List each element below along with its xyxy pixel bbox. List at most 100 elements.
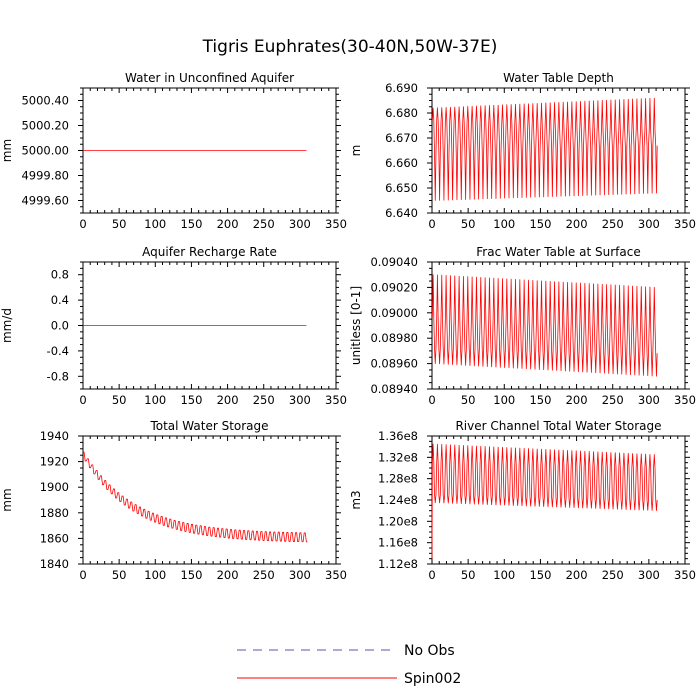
- x-tick-label: 150: [529, 568, 551, 582]
- plot-frame: [431, 261, 686, 390]
- y-tick-label: 0.4: [51, 293, 69, 307]
- panel-2: Water Table Depth m 0 50 100 150 200 250 300 350 6…: [349, 71, 696, 231]
- x-tick-label: 50: [112, 568, 127, 582]
- y-tick-label: 1860: [40, 531, 69, 545]
- x-tick-label: 100: [493, 568, 515, 582]
- y-tick-label: 0.0: [51, 319, 69, 333]
- x-tick-label: 100: [493, 393, 515, 407]
- y-axis-label: unitless [0-1]: [349, 286, 363, 365]
- x-tick-label: 350: [674, 217, 696, 231]
- panel-title: Water in Unconfined Aquifer: [125, 71, 294, 85]
- y-axis-label: m3: [349, 490, 363, 509]
- panel-title: Water Table Depth: [503, 71, 614, 85]
- x-tick-label: 300: [638, 568, 660, 582]
- y-tick-label: 5000.20: [21, 119, 69, 133]
- x-tick-label: 350: [325, 568, 347, 582]
- y-tick-label: 4999.80: [21, 169, 69, 183]
- x-tick-label: 100: [144, 568, 166, 582]
- x-tick-label: 0: [79, 217, 86, 231]
- x-tick-label: 0: [79, 568, 86, 582]
- figure-title: Tigris Euphrates(30-40N,50W-37E): [202, 37, 498, 57]
- x-tick-label: 250: [253, 393, 275, 407]
- y-tick-label: 1.12e8: [378, 557, 418, 571]
- x-tick-label: 300: [638, 217, 660, 231]
- x-tick-label: 50: [112, 393, 127, 407]
- panel-6: River Channel Total Water Storage m3 0 50 10…: [349, 419, 696, 582]
- y-axis-label: mm: [0, 139, 14, 162]
- x-tick-label: 0: [428, 568, 435, 582]
- y-tick-label: 4999.60: [21, 194, 69, 208]
- x-tick-label: 50: [461, 568, 476, 582]
- y-tick-label: 0.08960: [370, 357, 418, 371]
- y-tick-label: 1880: [40, 506, 69, 520]
- legend-label-spin002: Spin002: [404, 671, 461, 687]
- x-tick-label: 200: [566, 393, 588, 407]
- panel-title: Total Water Storage: [149, 419, 268, 433]
- series-line-spin002: [431, 97, 658, 201]
- x-tick-label: 150: [180, 393, 202, 407]
- panel-5: Total Water Storage mm 0 50 100 150 200 250 300 3…: [0, 419, 347, 582]
- y-tick-label: -0.8: [47, 369, 69, 383]
- y-tick-label: 6.640: [385, 206, 418, 220]
- y-tick-label: 5000.40: [21, 94, 69, 108]
- y-tick-label: -0.4: [47, 344, 69, 358]
- x-tick-label: 350: [325, 217, 347, 231]
- x-tick-label: 350: [674, 393, 696, 407]
- x-tick-label: 250: [253, 217, 275, 231]
- x-tick-label: 200: [566, 568, 588, 582]
- x-tick-label: 200: [217, 217, 239, 231]
- y-tick-label: 6.670: [385, 131, 418, 145]
- x-tick-label: 200: [217, 568, 239, 582]
- y-tick-label: 1.16e8: [378, 536, 418, 550]
- legend: No Obs Spin002: [237, 643, 461, 687]
- x-tick-label: 0: [428, 393, 435, 407]
- y-axis-label: m: [349, 145, 363, 157]
- y-tick-label: 1.36e8: [378, 429, 418, 443]
- y-tick-label: 6.650: [385, 181, 418, 195]
- panel-title: Frac Water Table at Surface: [476, 245, 640, 259]
- y-tick-label: 6.690: [385, 81, 418, 95]
- y-tick-label: 1.20e8: [378, 514, 418, 528]
- y-tick-label: 6.680: [385, 106, 418, 120]
- x-tick-label: 300: [638, 393, 660, 407]
- panel-title: Aquifer Recharge Rate: [142, 245, 277, 259]
- y-tick-label: 6.660: [385, 156, 418, 170]
- panel-3: Aquifer Recharge Rate mm/d 0 50 100 150 200 250…: [0, 245, 347, 407]
- y-tick-label: 0.08980: [370, 331, 418, 345]
- y-tick-label: 0.08940: [370, 382, 418, 396]
- y-tick-label: 0.8: [51, 268, 69, 282]
- x-tick-label: 50: [112, 217, 127, 231]
- series-line-spin002: [431, 274, 658, 377]
- x-tick-label: 0: [428, 217, 435, 231]
- legend-label-no-obs: No Obs: [404, 643, 455, 659]
- y-tick-label: 0.09040: [370, 255, 418, 269]
- x-tick-label: 100: [493, 217, 515, 231]
- x-tick-label: 300: [289, 568, 311, 582]
- series-line-spin002: [431, 443, 658, 559]
- x-tick-label: 300: [289, 393, 311, 407]
- y-tick-label: 1900: [40, 480, 69, 494]
- x-tick-label: 150: [180, 217, 202, 231]
- y-tick-label: 1.24e8: [378, 493, 418, 507]
- x-tick-label: 0: [79, 393, 86, 407]
- x-tick-label: 350: [325, 393, 347, 407]
- y-tick-label: 5000.00: [21, 144, 69, 158]
- y-axis-label: mm: [0, 488, 14, 511]
- x-tick-label: 250: [253, 568, 275, 582]
- x-tick-label: 250: [602, 393, 624, 407]
- x-tick-label: 350: [674, 568, 696, 582]
- y-tick-label: 0.09000: [370, 306, 418, 320]
- x-tick-label: 50: [461, 393, 476, 407]
- x-tick-label: 250: [602, 217, 624, 231]
- x-tick-label: 150: [529, 393, 551, 407]
- y-tick-label: 1840: [40, 557, 69, 571]
- y-tick-label: 1.32e8: [378, 450, 418, 464]
- y-tick-label: 1.28e8: [378, 472, 418, 486]
- y-tick-label: 0.09020: [370, 280, 418, 294]
- series-line-spin002: [83, 451, 308, 543]
- panel-4: Frac Water Table at Surface unitless [0-1…: [349, 245, 696, 407]
- x-tick-label: 150: [529, 217, 551, 231]
- x-tick-label: 300: [289, 217, 311, 231]
- x-tick-label: 250: [602, 568, 624, 582]
